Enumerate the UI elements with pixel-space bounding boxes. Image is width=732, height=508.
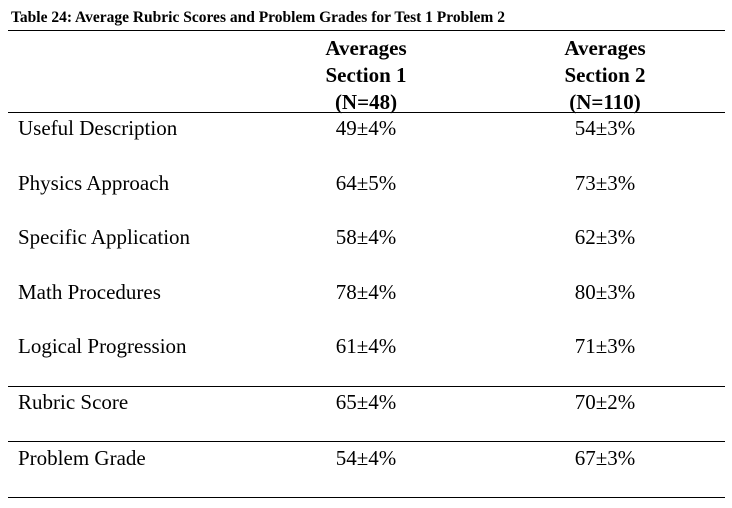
- row-label: Useful Description: [18, 116, 178, 140]
- section-2-value: 70±2%: [574, 390, 636, 414]
- table-row: Problem Grade 54±4% 67±3%: [0, 443, 732, 473]
- column-header-line: Section 2: [564, 63, 646, 87]
- row-label: Logical Progression: [18, 334, 187, 358]
- section-1-value: 61±4%: [335, 334, 397, 358]
- section-2-value: 71±3%: [574, 334, 636, 358]
- table-top-rule: [8, 30, 725, 31]
- row-label: Specific Application: [18, 225, 191, 249]
- table-row: Specific Application 58±4% 62±3%: [0, 222, 732, 252]
- section-1-value: 54±4%: [335, 446, 397, 470]
- section-1-value: 49±4%: [335, 116, 397, 140]
- row-label: Physics Approach: [18, 171, 170, 195]
- column-header-section-1: Averages Section 1 (N=48): [286, 35, 446, 116]
- column-header-line: Averages: [564, 36, 646, 60]
- column-header-line: Section 1: [325, 63, 407, 87]
- table-header-rule: [8, 112, 725, 113]
- table-row: Useful Description 49±4% 54±3%: [0, 113, 732, 143]
- table-caption: Table 24: Average Rubric Scores and Prob…: [11, 9, 505, 26]
- table-row: Physics Approach 64±5% 73±3%: [0, 168, 732, 198]
- table-row: Math Procedures 78±4% 80±3%: [0, 277, 732, 307]
- column-header-line: (N=48): [334, 90, 398, 114]
- row-label: Math Procedures: [18, 280, 161, 304]
- column-header-line: Averages: [325, 36, 407, 60]
- problem-grade-rule: [8, 441, 725, 442]
- section-1-value: 78±4%: [335, 280, 397, 304]
- table-bottom-rule: [8, 497, 725, 499]
- row-label: Problem Grade: [18, 446, 146, 470]
- section-1-value: 64±5%: [335, 171, 397, 195]
- section-2-value: 54±3%: [574, 116, 636, 140]
- section-1-value: 65±4%: [335, 390, 397, 414]
- rubric-score-rule: [8, 386, 725, 387]
- section-2-value: 67±3%: [574, 446, 636, 470]
- table-row: Rubric Score 65±4% 70±2%: [0, 387, 732, 417]
- section-2-value: 80±3%: [574, 280, 636, 304]
- table-row: Logical Progression 61±4% 71±3%: [0, 331, 732, 361]
- section-1-value: 58±4%: [335, 225, 397, 249]
- section-2-value: 62±3%: [574, 225, 636, 249]
- column-header-line: (N=110): [569, 90, 641, 114]
- column-header-section-2: Averages Section 2 (N=110): [525, 35, 685, 116]
- row-label: Rubric Score: [18, 390, 129, 414]
- section-2-value: 73±3%: [574, 171, 636, 195]
